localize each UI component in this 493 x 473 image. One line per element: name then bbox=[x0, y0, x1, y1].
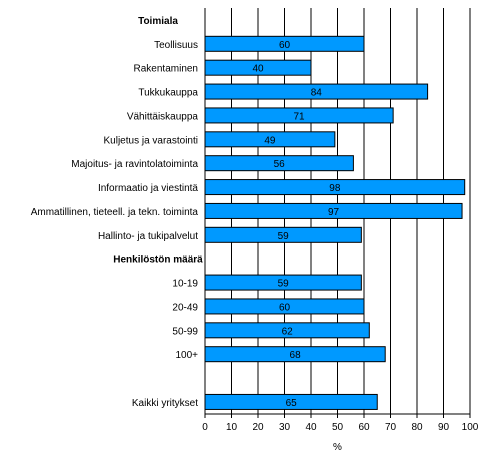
group-label: Toimiala bbox=[138, 16, 178, 27]
data-label: 40 bbox=[252, 64, 264, 75]
data-label: 60 bbox=[279, 302, 291, 313]
category-label: 10-19 bbox=[172, 279, 198, 290]
data-label: 71 bbox=[294, 111, 306, 122]
tick-label: 0 bbox=[202, 422, 208, 433]
tick-label: 50 bbox=[332, 422, 344, 433]
category-label: Teollisuus bbox=[154, 40, 198, 51]
data-label: 84 bbox=[311, 88, 323, 99]
x-axis: 0 10 20 30 40 50 60 70 80 90 100 bbox=[202, 8, 479, 433]
data-label: 97 bbox=[328, 207, 340, 218]
tick-label: 70 bbox=[385, 422, 397, 433]
tick-label: 20 bbox=[252, 422, 264, 433]
data-label: 56 bbox=[274, 159, 286, 170]
tick-label: 30 bbox=[279, 422, 291, 433]
data-label: 65 bbox=[286, 398, 298, 409]
tick-label: 80 bbox=[411, 422, 423, 433]
data-label: 60 bbox=[279, 40, 291, 51]
tick-label: 40 bbox=[305, 422, 317, 433]
bars: 60 40 84 71 49 56 98 97 59 59 60 62 68 65 bbox=[204, 35, 466, 410]
category-label: 100+ bbox=[175, 350, 198, 361]
category-label: 50-99 bbox=[172, 326, 198, 337]
category-label: Ammatillinen, tieteell. ja tekn. toimint… bbox=[31, 207, 199, 218]
category-label: Hallinto- ja tukipalvelut bbox=[98, 231, 198, 242]
data-label: 98 bbox=[329, 183, 341, 194]
x-axis-title: % bbox=[333, 442, 342, 453]
category-label: Informaatio ja viestintä bbox=[98, 183, 198, 194]
data-label: 68 bbox=[290, 350, 302, 361]
category-label: Majoitus- ja ravintolatoiminta bbox=[71, 159, 198, 170]
data-label: 62 bbox=[282, 326, 294, 337]
category-label: Rakentaminen bbox=[134, 64, 198, 75]
tick-label: 100 bbox=[462, 422, 479, 433]
category-label: Kaikki yritykset bbox=[132, 398, 198, 409]
data-label: 59 bbox=[278, 231, 290, 242]
tick-label: 60 bbox=[358, 422, 370, 433]
category-labels: Toimiala Teollisuus Rakentaminen Tukkukaupp… bbox=[31, 16, 203, 409]
category-label: 20-49 bbox=[172, 302, 198, 313]
data-label: 59 bbox=[278, 279, 290, 290]
data-label: 49 bbox=[264, 135, 276, 146]
tick-label: 90 bbox=[438, 422, 450, 433]
group-label: Henkilöstön määrä bbox=[113, 255, 203, 266]
tick-label: 10 bbox=[226, 422, 238, 433]
category-label: Tukkukauppa bbox=[138, 88, 198, 99]
category-label: Kuljetus ja varastointi bbox=[104, 135, 199, 146]
category-label: Vähittäiskauppa bbox=[127, 111, 199, 122]
